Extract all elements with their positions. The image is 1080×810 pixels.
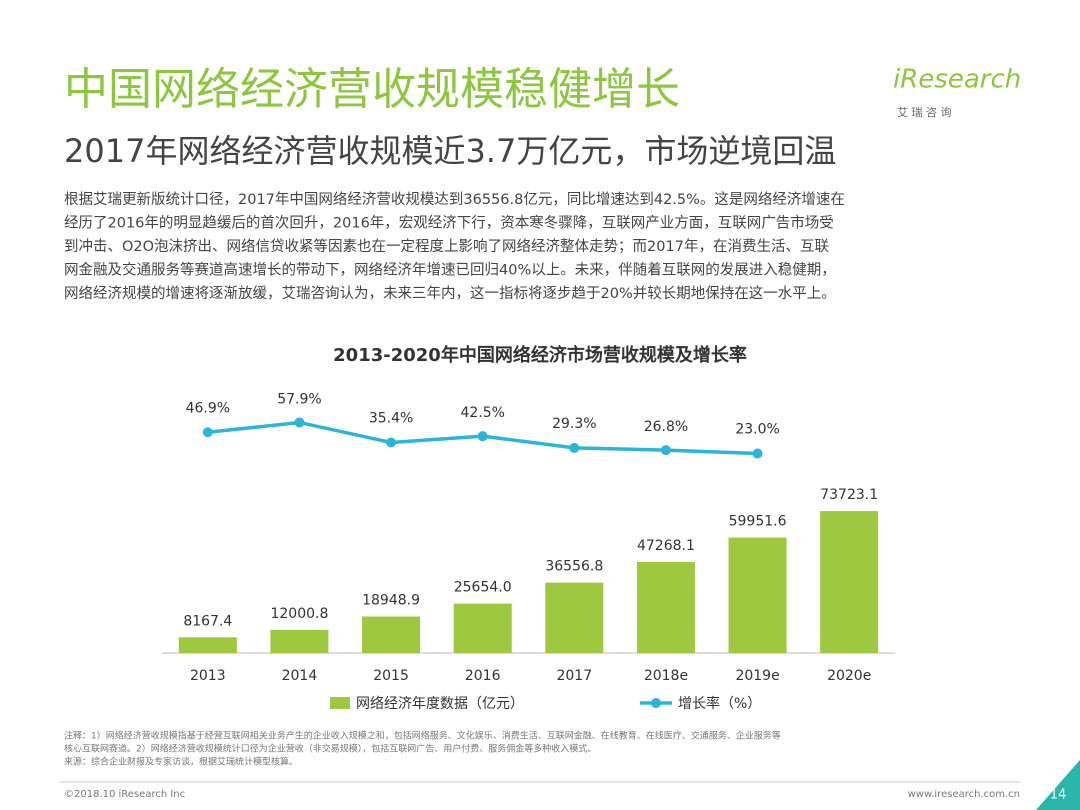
legend-swatch: [330, 697, 350, 709]
paragraph-line: 根据艾瑞更新版统计口径，2017年中国网络经济营收规模达到36556.8亿元，同…: [64, 191, 845, 208]
x-tick-label: 2018e: [644, 668, 688, 684]
bar-label: 8167.4: [183, 613, 232, 629]
note: 核心互联网赛道。2）网络经济营收规模统计口径为企业营收（非交易规模），包括互联网…: [64, 743, 596, 755]
bar-label: 59951.6: [729, 514, 787, 530]
growth-label: 57.9%: [277, 391, 321, 407]
legend-label: 增长率（%）: [678, 695, 761, 712]
logo: iResearch: [893, 65, 1021, 95]
page-number: 14: [1050, 788, 1067, 803]
x-tick-label: 2014: [282, 668, 318, 684]
growth-point: [752, 448, 763, 459]
growth-label: 23.0%: [735, 422, 779, 438]
x-tick-label: 2013: [190, 668, 226, 684]
growth-label: 26.8%: [644, 419, 688, 435]
growth-point: [569, 442, 580, 453]
bar: [545, 582, 604, 653]
x-tick-label: 2019e: [735, 668, 779, 684]
legend-dot: [651, 698, 661, 708]
growth-point: [477, 431, 488, 442]
logo-sub: 艾 瑞 咨 询: [897, 105, 952, 119]
bar-label: 25654.0: [454, 580, 512, 596]
x-tick-label: 2015: [373, 668, 409, 684]
bar-label: 18948.9: [362, 593, 420, 609]
growth-point: [386, 437, 397, 448]
bar: [453, 603, 512, 653]
bar: [636, 562, 695, 653]
copyright: ©2018.10 iResearch Inc: [64, 789, 185, 800]
growth-label: 35.4%: [369, 410, 413, 426]
growth-label: 29.3%: [552, 416, 596, 432]
growth-point: [202, 427, 213, 438]
legend-label: 网络经济年度数据（亿元）: [356, 696, 524, 712]
growth-point: [294, 417, 305, 428]
corner: [1036, 760, 1080, 810]
bar: [270, 629, 329, 653]
bar-label: 36556.8: [545, 559, 603, 575]
bar: [820, 511, 879, 653]
site: www.iresearch.com.cn: [908, 789, 1020, 800]
growth-point: [660, 445, 671, 456]
bar: [362, 616, 421, 653]
x-tick-label: 2020e: [827, 668, 871, 684]
x-tick-label: 2017: [556, 668, 592, 684]
note: 来源：综合企业财报及专家访谈，根据艾瑞统计模型核算。: [64, 756, 298, 768]
growth-label: 46.9%: [186, 400, 230, 416]
growth-label: 42.5%: [460, 405, 504, 421]
bar-label: 47268.1: [637, 538, 695, 554]
bar: [178, 637, 237, 653]
subtitle: 2017年网络经济营收规模近3.7万亿元，市场逆境回温: [64, 132, 836, 170]
bar-label: 12000.8: [270, 606, 328, 622]
paragraph-line: 到冲击、O2O泡沫挤出、网络信贷收紧等因素也在一定程度上影响了网络经济整体走势；…: [64, 237, 829, 255]
paragraph-line: 网络经济规模的增速将逐渐放缓，艾瑞咨询认为，未来三年内，这一指标将逐步趋于20%…: [64, 284, 836, 302]
bar-label: 73723.1: [820, 487, 878, 503]
title: 中国网络经济营收规模稳健增长: [64, 64, 680, 115]
chart-title: 2013-2020年中国网络经济市场营收规模及增长率: [333, 344, 747, 366]
bar: [728, 537, 787, 653]
x-tick-label: 2016: [465, 668, 501, 684]
paragraph-line: 经历了2016年的明显趋缓后的首次回升，2016年，宏观经济下行，资本寒冬骤降，…: [64, 214, 834, 232]
note: 注释：1）网络经济营收规模指基于经营互联网相关业务产生的企业收入规模之和，包括网…: [64, 730, 781, 742]
paragraph-line: 网金融及交通服务等赛道高速增长的带动下，网络经济年增速已回归40%以上。未来，伴…: [64, 261, 836, 279]
